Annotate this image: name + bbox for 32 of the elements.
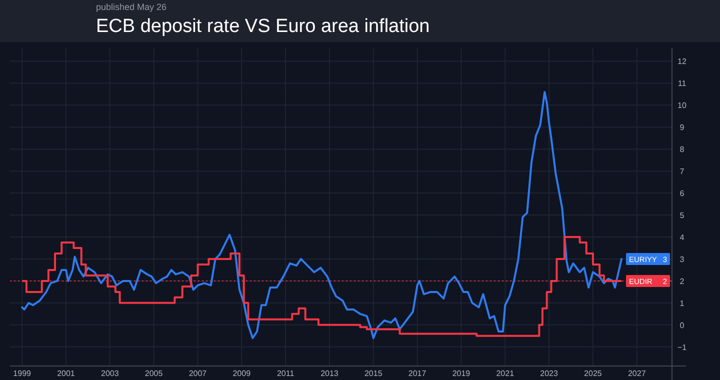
x-tick-label: 2027: [628, 369, 646, 378]
x-tick-label: 2021: [496, 369, 515, 378]
y-tick-label: 3: [680, 254, 685, 264]
x-tick-label: 2023: [540, 369, 558, 378]
y-tick-label: 9: [680, 123, 685, 132]
y-tick-label: 6: [680, 189, 685, 198]
x-tick-label: 2013: [320, 369, 339, 378]
y-tick-label: 8: [680, 145, 685, 154]
y-tick-label: 12: [678, 57, 687, 66]
x-tick-label: 2005: [144, 369, 164, 378]
y-tick-label: 11: [678, 79, 687, 88]
x-tick-label: 2017: [408, 369, 427, 378]
chart-subtitle: published May 26: [96, 2, 167, 12]
x-tick-label: 2015: [364, 369, 383, 378]
x-tick-label: 2019: [452, 369, 471, 378]
x-tick-label: 2003: [101, 369, 120, 378]
x-tick-label: 2011: [276, 369, 295, 378]
x-tick-label: 2025: [584, 369, 602, 378]
y-tick-label: −1: [677, 342, 688, 352]
y-tick-label: 5: [680, 211, 685, 220]
x-tick-label: 2007: [188, 369, 208, 378]
y-tick-label: 10: [678, 101, 687, 110]
x-tick-label: 1999: [13, 369, 32, 378]
x-tick-label: 2009: [232, 369, 252, 378]
y-tick-label: 7: [680, 167, 685, 176]
x-tick-label: 2001: [57, 369, 76, 378]
chart-title: ECB deposit rate VS Euro area inflation: [96, 16, 430, 37]
y-tick-label: 0: [680, 320, 685, 330]
line-series: [21, 90, 622, 340]
y-tick-label: 4: [680, 233, 685, 242]
y-tick-label: 2: [680, 276, 685, 286]
y-tick-label: 1: [680, 298, 685, 308]
